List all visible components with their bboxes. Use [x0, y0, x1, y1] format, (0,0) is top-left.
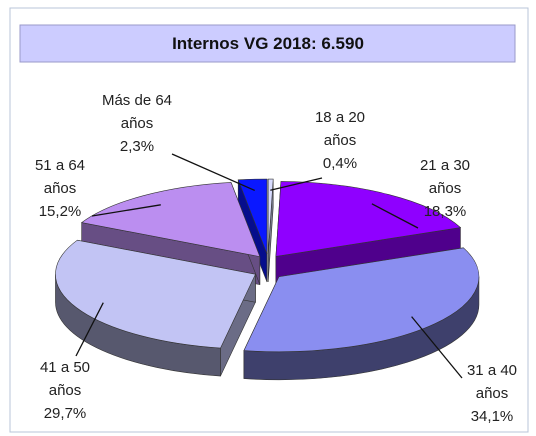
slice-top — [237, 178, 268, 255]
slice-top — [55, 239, 256, 349]
slice-top — [267, 178, 274, 255]
slice-value-label: 29,7% — [44, 405, 87, 422]
leader-line — [91, 204, 161, 217]
leader-line — [411, 316, 463, 379]
slice-value-label: 15,2% — [39, 203, 82, 220]
slice-category-label: 18 a 20 años — [315, 109, 365, 149]
leader-line — [75, 302, 104, 357]
chart-title: Internos VG 2018: 6.590 — [172, 34, 364, 53]
pie-slice — [243, 247, 480, 381]
slice-category-label: 21 a 30 años — [420, 157, 470, 197]
slice-category-label: 41 a 50 años — [40, 359, 90, 399]
slice-top — [243, 247, 480, 353]
slice-category-label: 31 a 40 años — [467, 362, 517, 402]
pie-slice — [55, 239, 256, 377]
pie-slice — [267, 178, 274, 283]
slice-value-label: 2,3% — [120, 138, 154, 155]
slice-category-label: Más de 64 años — [102, 92, 172, 132]
leader-line — [371, 203, 419, 229]
slice-category-label: 51 a 64 años — [35, 157, 85, 197]
slice-value-label: 18,3% — [424, 203, 467, 220]
slice-value-label: 0,4% — [323, 155, 357, 172]
leader-line — [171, 153, 255, 192]
slice-value-label: 34,1% — [471, 408, 514, 425]
title-box — [19, 24, 516, 63]
leader-line — [270, 177, 323, 191]
slice-top — [80, 182, 261, 258]
